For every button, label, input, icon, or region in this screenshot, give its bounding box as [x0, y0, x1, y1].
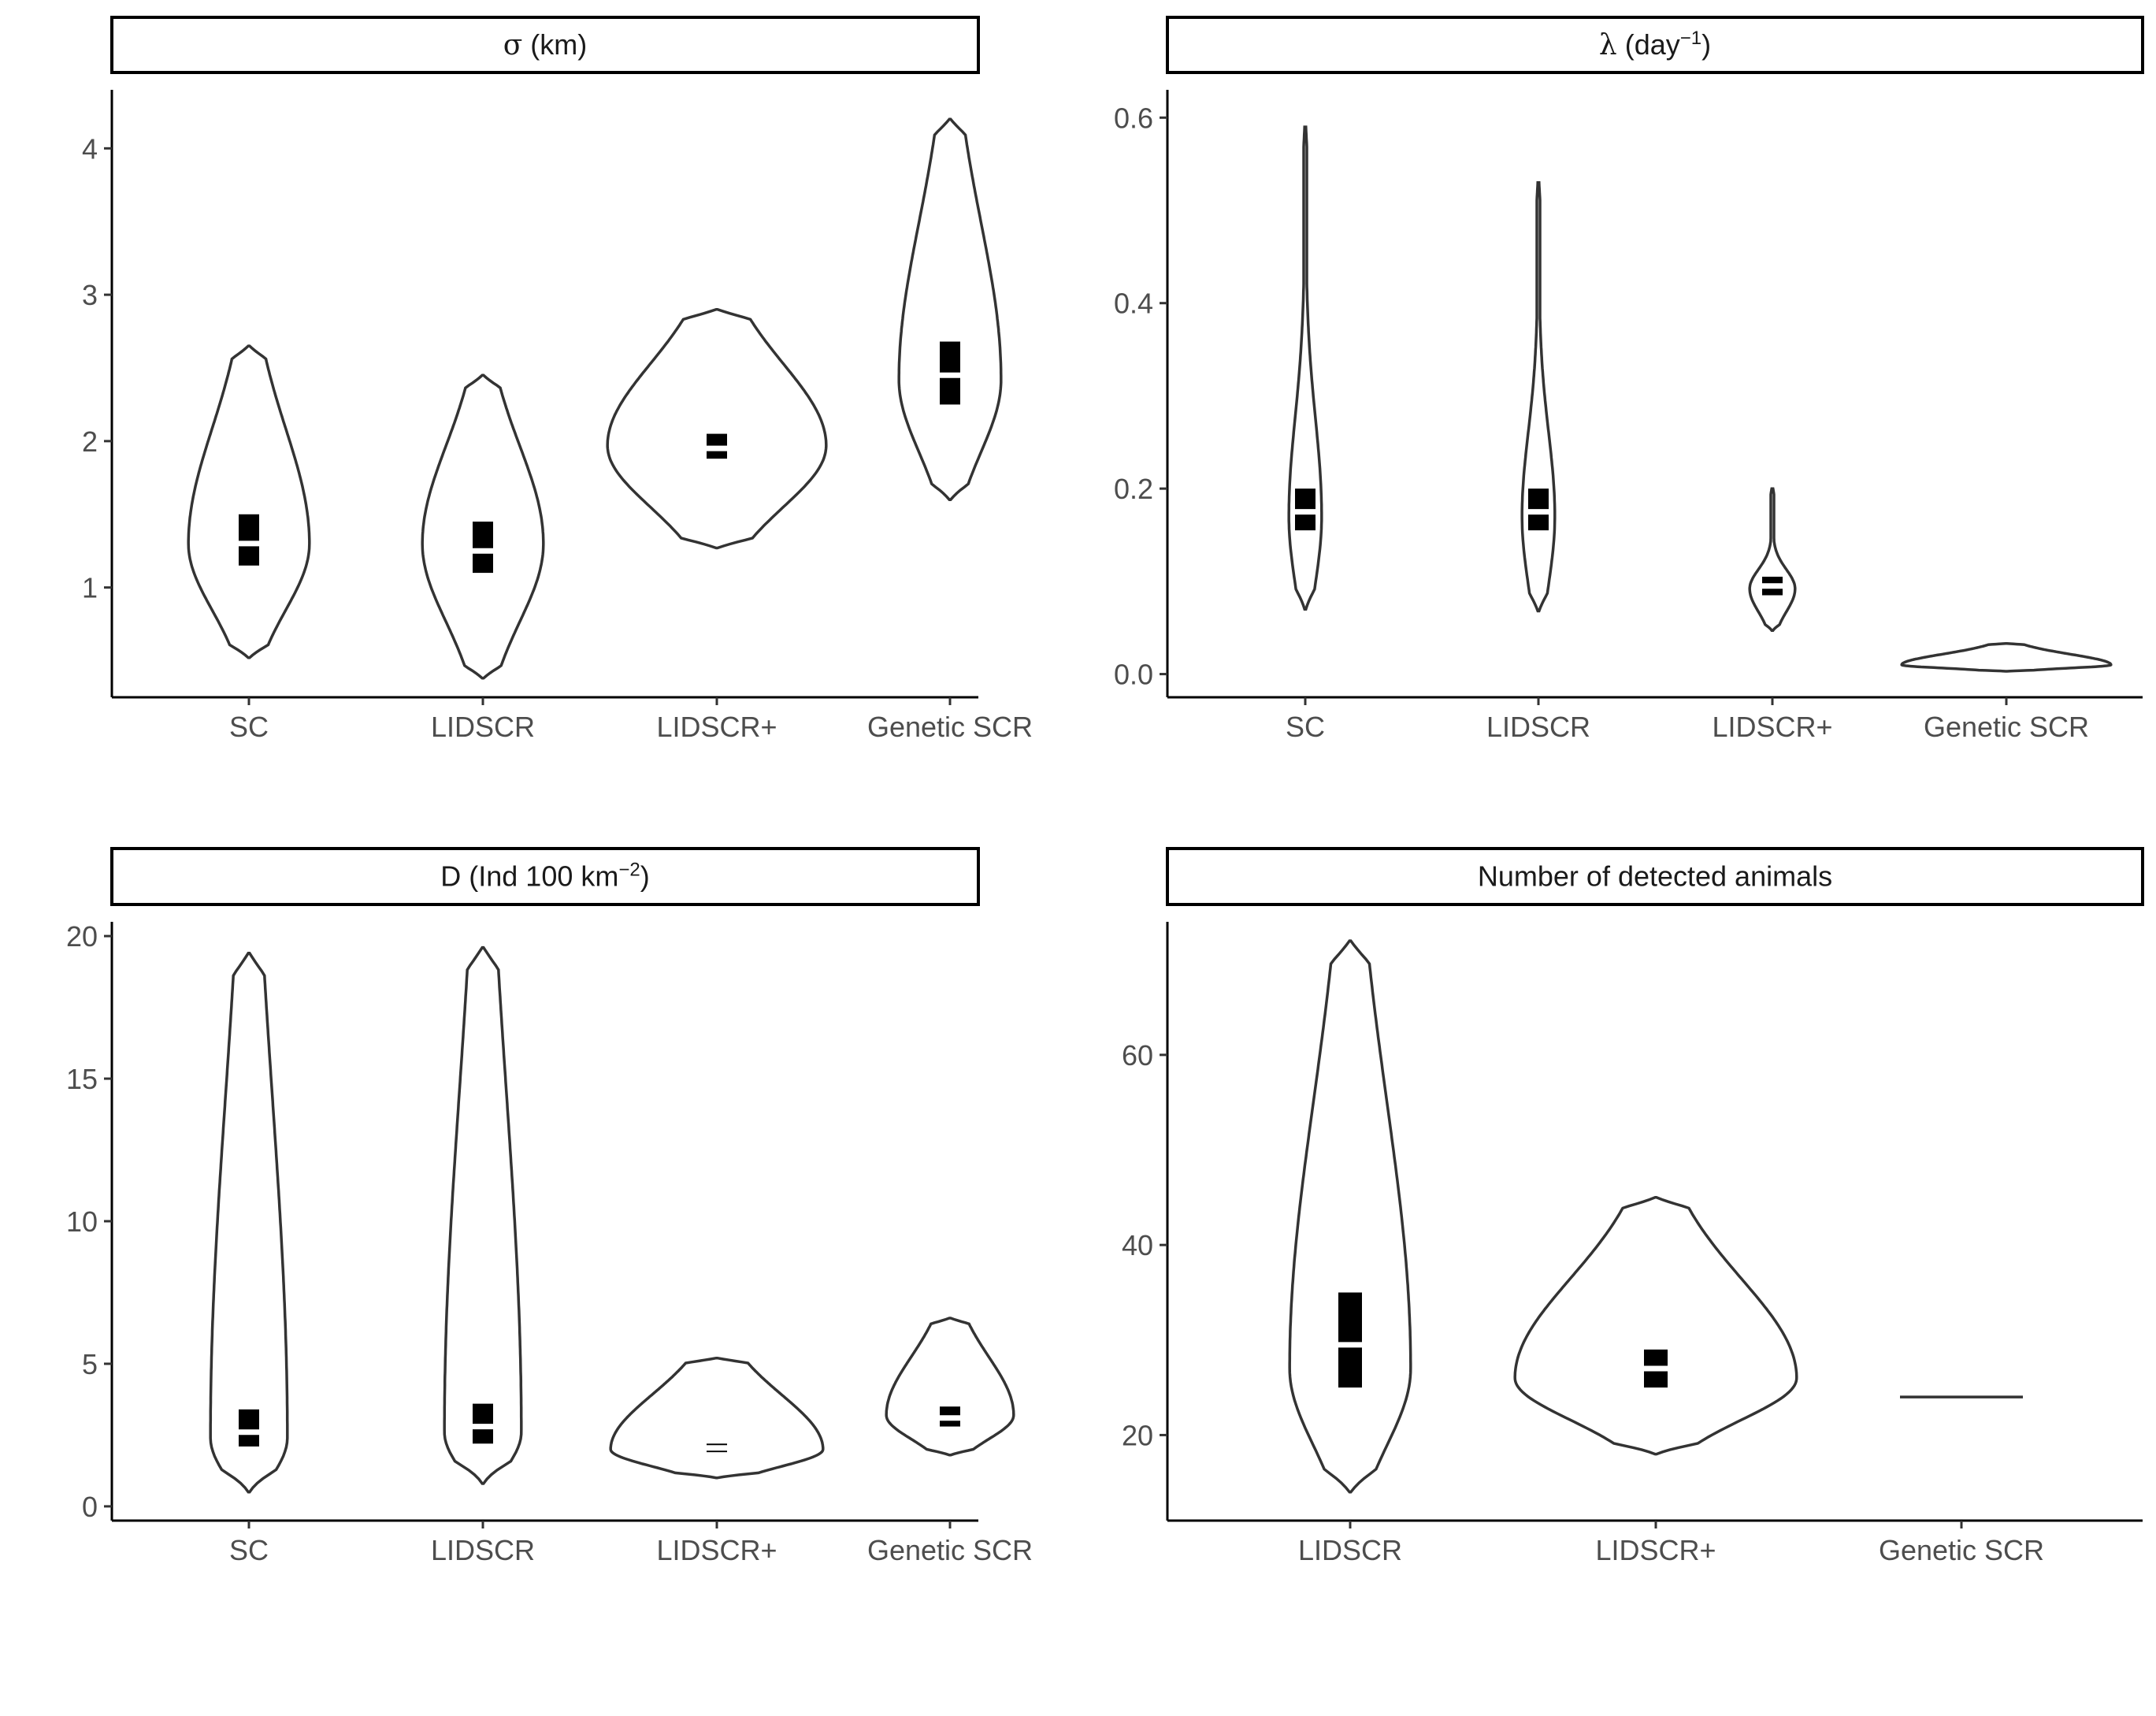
x-tick-label: SC — [1286, 711, 1325, 743]
x-tick-label: Genetic SCR — [1879, 1534, 2044, 1566]
panel-density: D (Ind 100 km−2) 0 5 10 15 20 SC LIDSCR LIDSCR+ G… — [66, 847, 1033, 1566]
x-tick-label: LIDSCR — [1298, 1534, 1402, 1566]
violin-sc — [1287, 125, 1323, 611]
x-tick-label: LIDSCR — [1486, 711, 1590, 743]
x-tick-label: LIDSCR — [431, 711, 535, 743]
panel-title: D (Ind 100 km−2) — [440, 859, 649, 893]
x-tick-label: Genetic SCR — [867, 1534, 1033, 1566]
y-tick-label: 3 — [82, 279, 98, 311]
violin-sc — [187, 344, 311, 659]
x-tick-label: LIDSCR+ — [1712, 711, 1832, 743]
violin-lidscr- — [1748, 487, 1797, 632]
y-tick-label: 0.0 — [1114, 659, 1153, 691]
panel-strip — [110, 16, 980, 74]
y-tick-label: 1 — [82, 572, 98, 604]
panel-strip — [1166, 847, 2144, 906]
y-tick-label: 2 — [82, 425, 98, 458]
violin-lidscr — [1520, 180, 1557, 613]
x-tick-label: LIDSCR — [431, 1534, 535, 1566]
y-tick-label: 10 — [66, 1205, 98, 1238]
x-tick-label: SC — [229, 1534, 269, 1566]
y-tick-label: 40 — [1122, 1229, 1153, 1261]
y-tick-label: 5 — [82, 1348, 98, 1380]
y-tick-label: 0 — [82, 1491, 98, 1523]
violin-genetic-scr — [1900, 641, 2113, 673]
y-tick-label: 20 — [66, 920, 98, 953]
iqr-box — [1338, 1292, 1362, 1388]
panel-title: λ (day−1) — [1599, 28, 1711, 62]
iqr-box — [473, 1403, 493, 1444]
y-tick-label: 20 — [1122, 1419, 1153, 1451]
violin-lidscr- — [1513, 1196, 1798, 1456]
iqr-box — [473, 522, 493, 574]
violin-genetic-scr — [885, 1317, 1015, 1457]
panel-title: σ (km) — [503, 28, 588, 61]
violin-lidscr — [1288, 939, 1412, 1494]
violin-lidscr — [443, 945, 523, 1485]
x-tick-label: LIDSCR+ — [656, 711, 777, 743]
x-tick-label: Genetic SCR — [867, 711, 1033, 743]
x-tick-label: LIDSCR+ — [656, 1534, 777, 1566]
y-tick-label: 0.2 — [1114, 473, 1153, 505]
x-tick-label: SC — [229, 711, 269, 743]
panel-strip — [110, 847, 980, 906]
violin-sc — [209, 952, 289, 1494]
panel-title: Number of detected animals — [1478, 860, 1832, 893]
iqr-box — [239, 514, 259, 566]
violin-lidscr- — [606, 307, 828, 550]
panel-sigma: σ (km) 1 2 3 4 SC LIDSCR LIDSCR+ Genetic SCR — [82, 16, 1033, 743]
y-tick-label: 15 — [66, 1063, 98, 1095]
y-tick-label: 0.6 — [1114, 102, 1153, 134]
panel-lambda: λ (day−1) 0.0 0.2 0.4 0.6 SC LIDSCR LIDSCR+ Gene… — [1114, 16, 2144, 743]
panel-strip — [1166, 16, 2144, 74]
panel-detected-animals: Number of detected animals 20 40 60 LIDSCR LI… — [1122, 847, 2144, 1566]
violin-lidscr- — [609, 1356, 825, 1480]
x-tick-label: Genetic SCR — [1924, 711, 2089, 743]
y-tick-label: 60 — [1122, 1039, 1153, 1072]
y-tick-label: 0.4 — [1114, 288, 1153, 320]
y-tick-label: 4 — [82, 132, 98, 165]
x-tick-label: LIDSCR+ — [1595, 1534, 1716, 1566]
violin-genetic-scr — [897, 117, 1003, 501]
iqr-box — [239, 1409, 259, 1447]
